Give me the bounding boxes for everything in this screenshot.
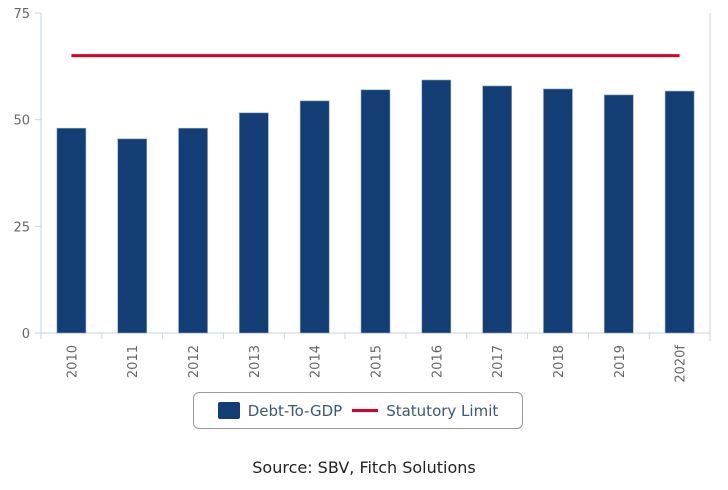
x-tick-label: 2017	[491, 345, 506, 378]
bars	[56, 79, 695, 334]
x-tick-label: 2018	[552, 345, 567, 378]
legend-swatch-line	[352, 409, 379, 412]
x-tick-label: 2011	[126, 345, 141, 378]
x-tick-label: 2020f	[674, 345, 689, 383]
bar-debt-to-gdp	[56, 127, 87, 334]
y-tick-label: 75	[13, 7, 30, 22]
bar-debt-to-gdp	[543, 88, 573, 334]
x-tick-label: 2016	[430, 345, 445, 378]
legend-label: Statutory Limit	[386, 401, 499, 420]
bar-debt-to-gdp	[360, 89, 391, 334]
legend-label: Debt-To-GDP	[247, 401, 343, 420]
y-axis: 0 25 50 75	[13, 7, 42, 342]
y-tick-label: 50	[13, 114, 30, 129]
x-tick-label: 2019	[613, 345, 628, 378]
bar-debt-to-gdp	[482, 85, 512, 334]
legend-item-debt-to-gdp[interactable]: Debt-To-GDP	[217, 401, 343, 420]
x-tick-label: 2014	[309, 345, 324, 378]
x-tick-label: 2012	[187, 345, 202, 378]
bar-debt-to-gdp	[239, 112, 269, 334]
bar-debt-to-gdp	[117, 138, 148, 334]
legend-item-statutory-limit[interactable]: Statutory Limit	[352, 402, 498, 420]
chart: 0 25 50 75 2010 2011 2012 2013 2014 2015 2016 2017…	[13, 7, 711, 383]
y-tick-label: 25	[13, 220, 30, 235]
bar-debt-to-gdp	[664, 90, 695, 334]
x-tick-label: 2013	[248, 345, 263, 378]
bar-debt-to-gdp	[178, 127, 208, 334]
bar-debt-to-gdp	[299, 100, 330, 334]
x-tick-label: 2010	[65, 345, 80, 378]
source-note: Source: SBV, Fitch Solutions	[252, 458, 476, 477]
y-tick-label: 0	[22, 327, 30, 342]
x-tick-label: 2015	[370, 345, 385, 378]
legend-swatch-bar	[217, 402, 240, 419]
bar-debt-to-gdp	[603, 94, 634, 334]
bar-debt-to-gdp	[421, 79, 452, 334]
legend: Debt-To-GDP Statutory Limit	[193, 392, 523, 429]
